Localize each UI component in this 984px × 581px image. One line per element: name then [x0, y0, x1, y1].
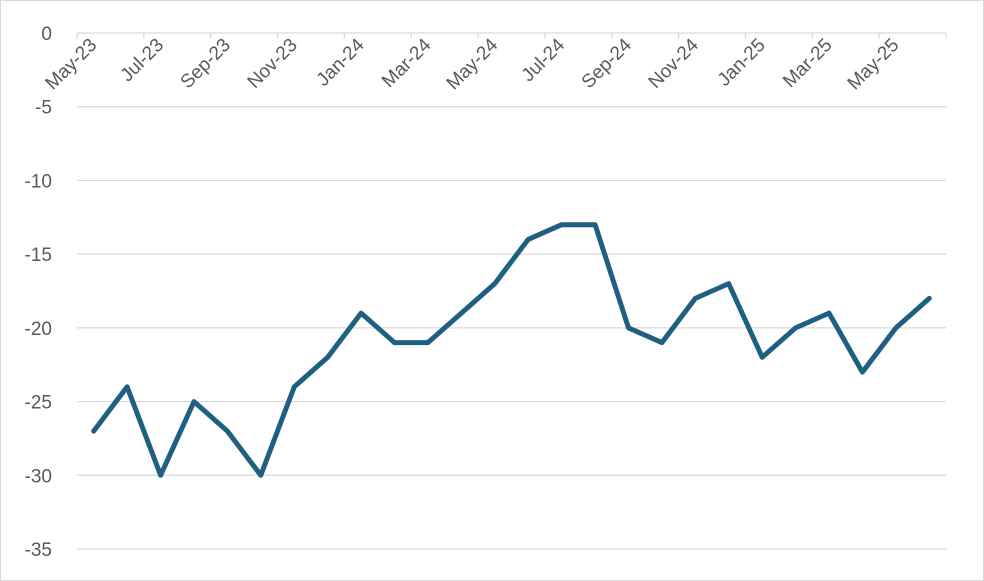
y-tick-label: -20 — [25, 319, 52, 340]
data-point — [726, 281, 731, 286]
x-tick-label: May-24 — [443, 34, 503, 94]
data-point — [292, 384, 297, 389]
x-axis-tick-labels: May-23 Jul-23 Sep-23 Nov-23 Jan-24 Mar-24 May-… — [42, 34, 904, 94]
data-point — [492, 281, 497, 286]
data-point — [593, 222, 598, 227]
x-tick-label: Nov-24 — [645, 34, 703, 92]
data-point — [893, 325, 898, 330]
y-tick-label: -15 — [25, 245, 52, 266]
y-tick-label: -10 — [25, 171, 52, 192]
data-point — [258, 473, 263, 478]
x-tick-label: Jul-23 — [117, 35, 168, 86]
data-point — [927, 296, 932, 301]
data-point — [860, 370, 865, 375]
x-tick-label: Sep-24 — [578, 34, 636, 92]
data-point — [559, 222, 564, 227]
data-point — [125, 384, 130, 389]
data-point — [693, 296, 698, 301]
y-tick-label: -35 — [25, 540, 52, 561]
data-point — [793, 325, 798, 330]
data-point — [191, 399, 196, 404]
data-point — [526, 237, 531, 242]
data-point — [325, 355, 330, 360]
gridlines — [77, 106, 946, 550]
data-point — [359, 311, 364, 316]
x-tick-label: Jan-24 — [313, 34, 369, 90]
x-tick-label: Mar-25 — [779, 35, 836, 92]
x-tick-label: May-25 — [844, 35, 904, 95]
data-point — [425, 340, 430, 345]
x-tick-label: Jan-25 — [714, 35, 770, 91]
series-layer — [91, 222, 932, 478]
y-axis-tick-labels: 0 -5 -10 -15 -20 -25 -30 -35 — [25, 24, 52, 561]
x-tick-label: Mar-24 — [378, 34, 436, 92]
data-point — [225, 429, 230, 434]
x-axis — [76, 32, 947, 39]
x-tick-label: Nov-23 — [244, 35, 302, 93]
data-point — [659, 340, 664, 345]
x-tick-label: Jul-24 — [518, 34, 570, 86]
data-point — [392, 340, 397, 345]
series-line — [91, 222, 932, 478]
data-point — [626, 325, 631, 330]
data-point — [760, 355, 765, 360]
data-point — [459, 311, 464, 316]
y-tick-label: 0 — [41, 24, 52, 45]
data-point — [827, 311, 832, 316]
y-tick-label: -25 — [25, 393, 52, 414]
data-point — [158, 473, 163, 478]
x-tick-label: Sep-23 — [177, 35, 235, 93]
data-point — [91, 429, 96, 434]
y-tick-label: -30 — [25, 466, 52, 487]
y-tick-label: -5 — [35, 98, 52, 119]
